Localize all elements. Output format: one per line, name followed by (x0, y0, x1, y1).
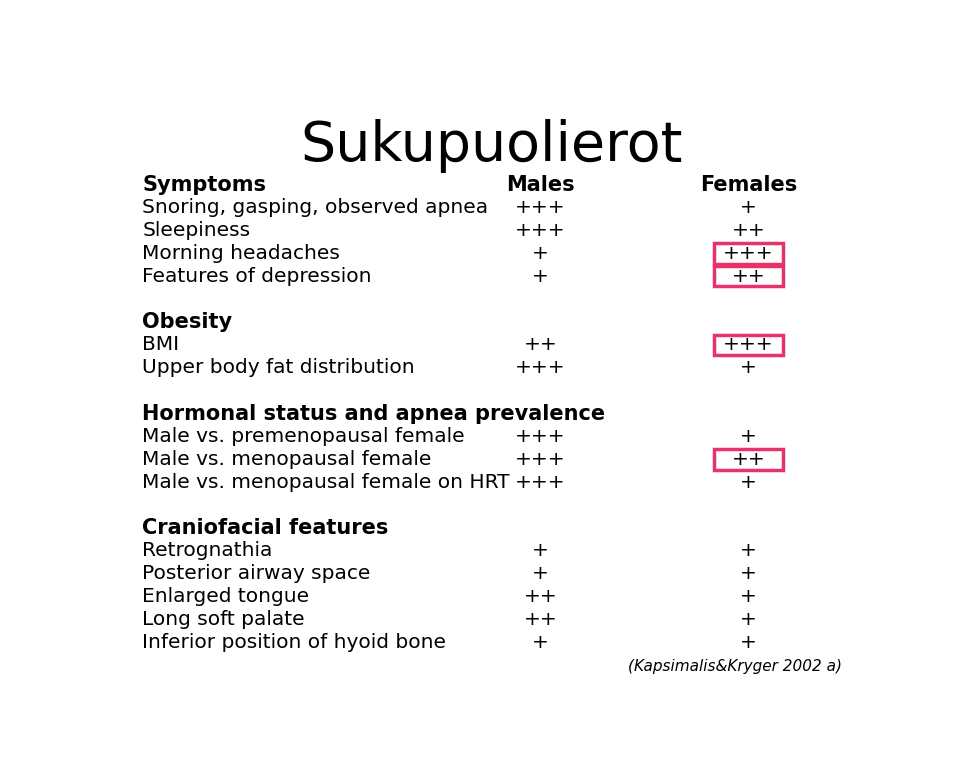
Text: +++: +++ (724, 336, 774, 354)
Text: +++: +++ (516, 198, 565, 217)
Text: +: + (740, 198, 757, 217)
Text: Male vs. menopausal female: Male vs. menopausal female (142, 450, 432, 469)
Text: Hormonal status and apnea prevalence: Hormonal status and apnea prevalence (142, 404, 606, 424)
Text: Snoring, gasping, observed apnea: Snoring, gasping, observed apnea (142, 198, 489, 217)
Text: ++: ++ (523, 336, 557, 354)
Text: Long soft palate: Long soft palate (142, 610, 305, 629)
Text: Craniofacial features: Craniofacial features (142, 518, 389, 538)
Text: Morning headaches: Morning headaches (142, 244, 340, 263)
Text: +++: +++ (516, 450, 565, 469)
Text: Inferior position of hyoid bone: Inferior position of hyoid bone (142, 633, 446, 652)
Text: Enlarged tongue: Enlarged tongue (142, 587, 309, 606)
Text: +: + (532, 564, 549, 584)
Text: +++: +++ (516, 358, 565, 378)
Text: +: + (532, 267, 549, 286)
Text: +: + (740, 427, 757, 446)
Text: +: + (740, 472, 757, 492)
Text: Features of depression: Features of depression (142, 267, 372, 286)
Text: ++: ++ (732, 221, 765, 240)
Text: +: + (532, 633, 549, 652)
Text: Symptoms: Symptoms (142, 174, 266, 195)
Text: +++: +++ (516, 221, 565, 240)
Text: Obesity: Obesity (142, 312, 232, 332)
Text: ++: ++ (732, 267, 765, 286)
Text: Posterior airway space: Posterior airway space (142, 564, 371, 584)
Text: Sleepiness: Sleepiness (142, 221, 251, 240)
Text: +: + (740, 541, 757, 560)
Text: Females: Females (700, 174, 798, 195)
Text: +: + (532, 244, 549, 263)
Text: Sukupuolierot: Sukupuolierot (300, 120, 684, 174)
Text: +: + (740, 633, 757, 652)
Text: +: + (740, 358, 757, 378)
Text: Male vs. premenopausal female: Male vs. premenopausal female (142, 427, 465, 446)
Text: ++: ++ (732, 450, 765, 469)
Text: +++: +++ (516, 427, 565, 446)
Text: Male vs. menopausal female on HRT: Male vs. menopausal female on HRT (142, 472, 510, 492)
Text: (Kapsimalis&Kryger 2002 a): (Kapsimalis&Kryger 2002 a) (628, 659, 842, 674)
Text: +: + (740, 610, 757, 629)
Text: +++: +++ (724, 244, 774, 263)
Text: Retrognathia: Retrognathia (142, 541, 273, 560)
Text: +: + (740, 587, 757, 606)
Text: ++: ++ (523, 587, 557, 606)
Text: Males: Males (506, 174, 575, 195)
Text: Upper body fat distribution: Upper body fat distribution (142, 358, 415, 378)
Text: +: + (532, 541, 549, 560)
Text: +: + (740, 564, 757, 584)
Text: ++: ++ (523, 610, 557, 629)
Text: +++: +++ (516, 472, 565, 492)
Text: BMI: BMI (142, 336, 180, 354)
